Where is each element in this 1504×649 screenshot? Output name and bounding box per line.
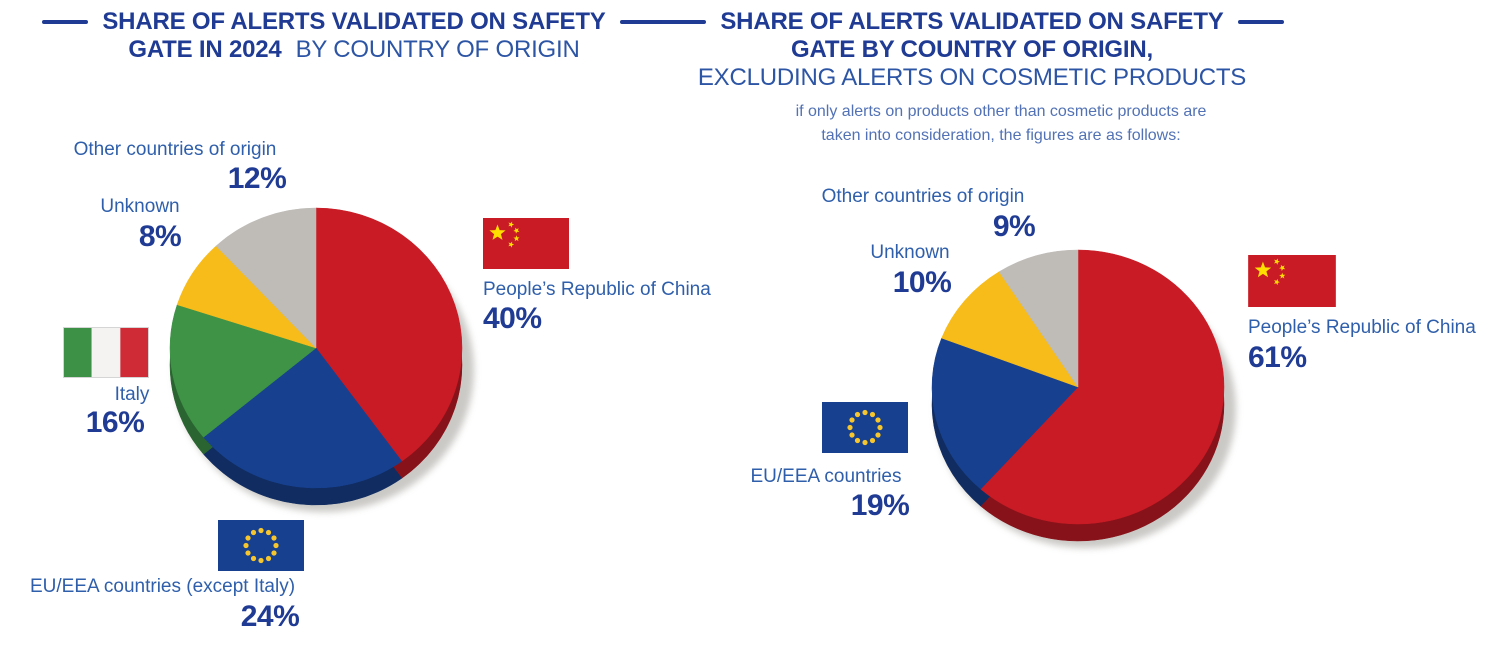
- left-title-text-2-bold: GATE IN 2024: [128, 36, 282, 63]
- slice-label-eueea: EU/EEA countries: [750, 466, 902, 487]
- slice-pct-other: 9%: [992, 210, 1036, 243]
- slice-label-china: People’s Republic of China: [1248, 317, 1476, 338]
- slice-label-other: Other countries of origin: [821, 186, 1025, 207]
- title-dash-icon: [1237, 20, 1284, 24]
- title-dash-icon: [660, 20, 707, 24]
- china-flag-icon: [483, 218, 569, 269]
- slice-label-unknown: Unknown: [100, 196, 180, 217]
- right-chart-title: SHARE OF ALERTS VALIDATED ON SAFETY GATE…: [660, 8, 1284, 148]
- right-title-text-3: EXCLUDING ALERTS ON COSMETIC PRODUCTS: [697, 64, 1247, 91]
- right-title-text-1: SHARE OF ALERTS VALIDATED ON SAFETY: [720, 8, 1224, 35]
- left-title-text-1: SHARE OF ALERTS VALIDATED ON SAFETY: [102, 8, 606, 35]
- left-chart-title: SHARE OF ALERTS VALIDATED ON SAFETY GATE…: [8, 8, 700, 64]
- title-dash-icon: [42, 20, 89, 24]
- right-title-text-2: GATE BY COUNTRY OF ORIGIN,: [791, 36, 1153, 63]
- slice-pct-china: 61%: [1248, 341, 1307, 374]
- right-title-line1: SHARE OF ALERTS VALIDATED ON SAFETY: [660, 8, 1284, 36]
- title-dash-icon: [619, 20, 666, 24]
- slice-label-china: People’s Republic of China: [483, 279, 711, 300]
- subtitle-line1: if only alerts on products other than co…: [795, 103, 1207, 120]
- slice-pct-unknown: 10%: [892, 266, 952, 299]
- slice-pct-other: 12%: [227, 162, 287, 195]
- slice-pct-italy: 16%: [85, 406, 145, 439]
- slice-label-italy: Italy: [114, 384, 150, 405]
- left-title-line1: SHARE OF ALERTS VALIDATED ON SAFETY: [8, 8, 700, 36]
- pie-chart-2024-by-origin: [169, 207, 474, 512]
- subtitle-line2: taken into consideration, the figures ar…: [821, 127, 1181, 144]
- left-title-line2: GATE IN 2024 BY COUNTRY OF ORIGIN: [8, 36, 700, 64]
- slice-label-unknown: Unknown: [870, 242, 950, 263]
- right-chart-subtitle: if only alerts on products other than co…: [770, 100, 1232, 148]
- pie-chart-excluding-cosmetics: [931, 249, 1236, 548]
- slice-label-other: Other countries of origin: [73, 139, 277, 160]
- left-title-text-2-regular: BY COUNTRY OF ORIGIN: [295, 36, 580, 63]
- slice-pct-china: 40%: [483, 302, 542, 335]
- slice-pct-unknown: 8%: [138, 220, 182, 253]
- china-flag-icon: [1248, 255, 1336, 307]
- italy-flag-icon: [63, 327, 149, 378]
- eu-flag-icon: [822, 402, 908, 453]
- eu-flag-icon: [218, 520, 304, 571]
- right-title-line3: EXCLUDING ALERTS ON COSMETIC PRODUCTS: [698, 64, 1246, 92]
- slice-pct-eueea: 19%: [850, 489, 910, 522]
- slice-pct-eueea: 24%: [240, 600, 300, 633]
- right-title-line2: GATE BY COUNTRY OF ORIGIN,: [712, 36, 1232, 64]
- slice-label-eueea: EU/EEA countries (except Italy): [29, 576, 296, 597]
